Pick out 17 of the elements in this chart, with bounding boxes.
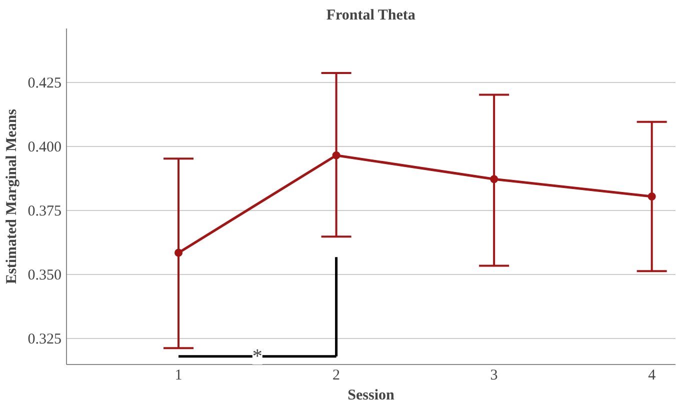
x-tick-label: 3 (490, 368, 498, 384)
x-tick-label: 4 (648, 368, 656, 384)
y-tick-label: 0.425 (28, 76, 62, 92)
x-axis-title: Session (348, 388, 395, 404)
chart-title: Frontal Theta (326, 8, 416, 24)
annotation: * (252, 345, 262, 368)
y-axis-title: Estimated Marginal Means (4, 108, 20, 284)
x-tick-label: 2 (332, 368, 340, 384)
y-tick-label: 0.350 (28, 267, 62, 284)
point (174, 248, 183, 257)
y-tick-label: 0.400 (28, 140, 62, 156)
y-tick-label: 0.375 (28, 204, 62, 220)
point (332, 151, 340, 160)
point (648, 192, 656, 200)
x-tick-label: 1 (174, 368, 182, 384)
y-tick-label: 0.325 (28, 331, 62, 348)
point (490, 175, 498, 184)
